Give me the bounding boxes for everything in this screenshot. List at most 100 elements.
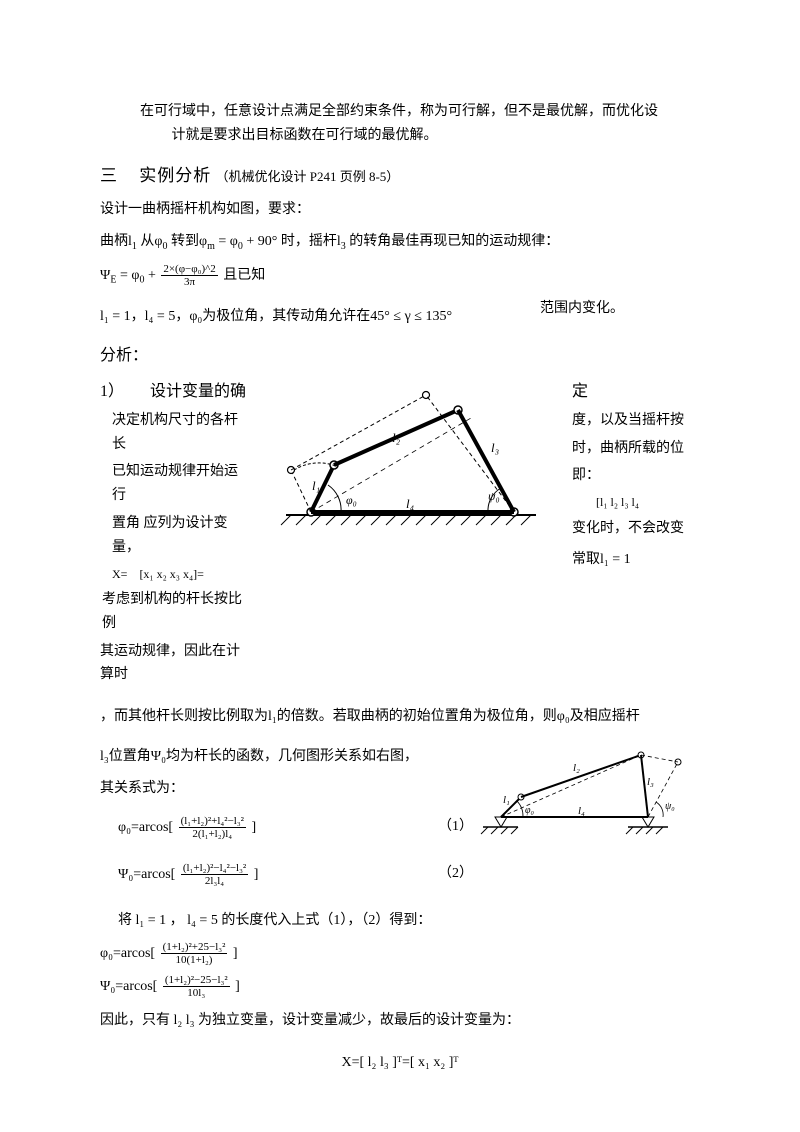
page-content: 在可行域中，任意设计点满足全部约束条件，称为可行解，但不是最优解，而优化设 计就… xyxy=(0,0,800,1121)
eq2-rb: ] xyxy=(254,867,259,882)
fig1-svg-wrap: l₁ l₂ l₃ l₄ φ₀ ψ₀ xyxy=(256,370,566,535)
section-num: 三 xyxy=(100,166,117,185)
eq1: φ₀=arcos[ (l₁+l₂)²+l₄²−l₃² 2(l₁+l₂)l₄ ] … xyxy=(100,807,473,848)
eq2-lhs: Ψ₀=arcos[ xyxy=(118,867,175,882)
psiE-plus: + xyxy=(148,268,159,283)
fig1-right-col: 定 度，以及当摇杆按 时，曲柄所载的位 即： [l₁ l₂ l₃ l₄ 变化时，… xyxy=(572,370,692,581)
eq4-lhs: Ψ₀=arcos[ xyxy=(100,979,157,994)
fenxi: 分析： xyxy=(100,342,700,369)
psiE-top: 2×(φ−φ₀)^2 xyxy=(161,263,217,276)
eq2-body: Ψ₀=arcos[ (l₁+l₂)²−l₄²−l₃² 2l₃l₄ ] xyxy=(100,862,438,887)
fig2-row: l₃位置角Ψ₀均为杆长的函数，几何图形关系如右图， 其关系式为： φ₀=arco… xyxy=(100,737,700,901)
eq1-top: (l₁+l₂)²+l₄²−l₃² xyxy=(179,815,246,828)
sub1-right: 定 xyxy=(572,378,692,405)
eq1-rb: ] xyxy=(251,819,256,834)
eq1-body: φ₀=arcos[ (l₁+l₂)²+l₄²−l₃² 2(l₁+l₂)l₄ ] xyxy=(100,815,438,840)
eq4-frac: (1+l₂)²−25−l₃² 10l₃ xyxy=(163,974,230,999)
intro-line1: 在可行域中，任意设计点满足全部约束条件，称为可行解，但不是最优解，而优化设 xyxy=(140,104,658,119)
ld: X= [x₁ x₂ x₃ x₄]= xyxy=(100,564,250,584)
psiE-bot: 3π xyxy=(161,276,217,288)
lf: 其运动规律，因此在计算时 xyxy=(100,640,250,688)
p9: 因此，只有 l₂ l₃ 为独立变量，设计变量减少，故最后的设计变量为： xyxy=(100,1009,700,1033)
sub1: 1） 设计变量的确 xyxy=(100,378,250,405)
le: 考虑到机构的杆长按比例 xyxy=(100,588,250,636)
section-3-title: 三 实例分析 （机械优化设计 P241 页例 8-5） xyxy=(100,162,700,191)
ldb: [x₁ x₂ x₃ x₄]= xyxy=(139,567,204,581)
section-ref: （机械优化设计 P241 页例 8-5） xyxy=(216,169,400,184)
lb: 已知运动规律开始运行 xyxy=(100,460,250,508)
psiE-0: 0 xyxy=(139,275,144,286)
fig1-left-col: 1） 设计变量的确 决定机构尺寸的各杆长 已知运动规律开始运行 置角 应列为设计… xyxy=(100,370,250,692)
p2c: 转到φ xyxy=(171,234,207,249)
eq3-frac: (1+l₂)²+25−l₃² 10(1+l₂) xyxy=(161,941,228,966)
ra: 度，以及当摇杆按 xyxy=(572,409,692,433)
cond-left: l₁ = 1，l₄ = 5，φ₀为极位角，其传动角允许在45° ≤ γ ≤ 13… xyxy=(100,305,540,329)
eq3: φ₀=arcos[ (1+l₂)²+25−l₃² 10(1+l₂) ] xyxy=(100,941,700,966)
sub1-title: 设计变量的确 xyxy=(150,383,246,400)
eq1-bot: 2(l₁+l₂)l₄ xyxy=(179,828,246,840)
p6: l₃位置角Ψ₀均为杆长的函数，几何图形关系如右图， xyxy=(100,745,473,769)
f1-l2: l₂ xyxy=(392,430,401,445)
p5: ，而其他杆长则按比例取为l₁的倍数。若取曲柄的初始位置角为极位角，则φ₀及相应摇… xyxy=(100,705,700,729)
f1-l1: l₁ xyxy=(312,478,320,493)
fig1-wrap: 1） 设计变量的确 决定机构尺寸的各杆长 已知运动规律开始运行 置角 应列为设计… xyxy=(100,370,700,692)
lc: 置角 应列为设计变量， xyxy=(100,512,250,560)
eq3-lhs: φ₀=arcos[ xyxy=(100,946,155,961)
final-eq: X=[ l₂ l₃ ]ᵀ=[ x₁ x₂ ]ᵀ xyxy=(100,1051,700,1075)
la: 决定机构尺寸的各杆长 xyxy=(100,409,250,457)
eq2: Ψ₀=arcos[ (l₁+l₂)²−l₄²−l₃² 2l₃l₄ ] （2） xyxy=(100,854,473,895)
eq4: Ψ₀=arcos[ (1+l₂)²−25−l₃² 10l₃ ] xyxy=(100,974,700,999)
fig2-svg: l₁ l₂ l₃ l₄ φ₀ ψ₀ xyxy=(473,737,703,847)
p2f: 的转角最佳再现已知的运动规律： xyxy=(349,234,559,249)
psiE-sub: E xyxy=(110,275,116,286)
psiE-lhs: Ψ xyxy=(100,268,110,283)
p2d: = φ xyxy=(218,234,237,249)
eq4-rb: ] xyxy=(235,979,240,994)
eq2-frac: (l₁+l₂)²−l₄²−l₃² 2l₃l₄ xyxy=(181,862,248,887)
eq1-frac: (l₁+l₂)²+l₄²−l₃² 2(l₁+l₂)l₄ xyxy=(179,815,246,840)
cond-right: 范围内变化。 xyxy=(540,297,700,337)
section-name: 实例分析 xyxy=(139,166,211,185)
eq2-bot: 2l₃l₄ xyxy=(181,875,248,887)
fig1-svg: l₁ l₂ l₃ l₄ φ₀ ψ₀ xyxy=(256,370,566,535)
eq4-bot: 10l₃ xyxy=(163,987,230,999)
rb: 时，曲柄所载的位 xyxy=(572,437,692,461)
lda: X= xyxy=(112,567,127,581)
fig2-left: l₃位置角Ψ₀均为杆长的函数，几何图形关系如右图， 其关系式为： φ₀=arco… xyxy=(100,737,473,901)
eq2-num: （2） xyxy=(438,862,473,886)
p2a: 曲柄l xyxy=(100,234,132,249)
cond-row: l₁ = 1，l₄ = 5，φ₀为极位角，其传动角允许在45° ≤ γ ≤ 13… xyxy=(100,297,700,337)
f1-psi0: ψ₀ xyxy=(488,489,500,503)
svg-text:φ₀: φ₀ xyxy=(525,805,535,816)
rf: 常取l₁ = 1 xyxy=(572,548,692,572)
p2e: + 90° 时，摇杆l xyxy=(246,234,340,249)
eq3-top: (1+l₂)²+25−l₃² xyxy=(161,941,228,954)
re: 变化时，不会改变 xyxy=(572,517,692,541)
rc: 即： xyxy=(572,464,692,488)
f1-l3: l₃ xyxy=(491,440,499,455)
psiE-eq-sym: = φ xyxy=(120,268,139,283)
eq1-num: （1） xyxy=(438,815,473,839)
p2b: 从φ xyxy=(140,234,162,249)
rd: [l₁ l₂ l₃ l₄ xyxy=(572,492,692,512)
svg-text:l₁: l₁ xyxy=(503,794,510,806)
intro-line1b: 计就是要求出目标函数在可行域的最优解。 xyxy=(172,128,438,143)
svg-text:l₂: l₂ xyxy=(573,762,580,774)
psiE-eq: ΨE = φ0 + 2×(φ−φ₀)^2 3π 且已知 xyxy=(100,263,700,289)
svg-text:ψ₀: ψ₀ xyxy=(665,801,675,812)
intro-block: 在可行域中，任意设计点满足全部约束条件，称为可行解，但不是最优解，而优化设 计就… xyxy=(100,100,700,148)
f1-l4: l₄ xyxy=(406,496,415,511)
f1-phi0: φ₀ xyxy=(346,493,357,507)
eq1-lhs: φ₀=arcos[ xyxy=(118,819,173,834)
fig2-svg-wrap: l₁ l₂ l₃ l₄ φ₀ ψ₀ xyxy=(473,737,703,847)
svg-text:l₃: l₃ xyxy=(647,776,654,788)
eq4-top: (1+l₂)²−25−l₃² xyxy=(163,974,230,987)
psiE-frac: 2×(φ−φ₀)^2 3π xyxy=(161,263,217,288)
p1: 设计一曲柄摇杆机构如图，要求： xyxy=(100,198,700,222)
p8: 将 l₁ = 1 ， l₄ = 5 的长度代入上式（1），（2）得到： xyxy=(100,909,700,933)
svg-text:l₄: l₄ xyxy=(578,805,585,817)
p2: 曲柄l1 从φ0 转到φm = φ0 + 90° 时，摇杆l3 的转角最佳再现已… xyxy=(100,230,700,255)
psiE-tail: 且已知 xyxy=(223,268,265,283)
eq3-rb: ] xyxy=(233,946,238,961)
sub1-num: 1） xyxy=(100,383,124,400)
